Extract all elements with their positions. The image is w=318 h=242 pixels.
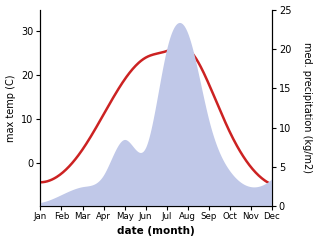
X-axis label: date (month): date (month) [117,227,195,236]
Y-axis label: med. precipitation (kg/m2): med. precipitation (kg/m2) [302,42,313,174]
Y-axis label: max temp (C): max temp (C) [5,74,16,142]
